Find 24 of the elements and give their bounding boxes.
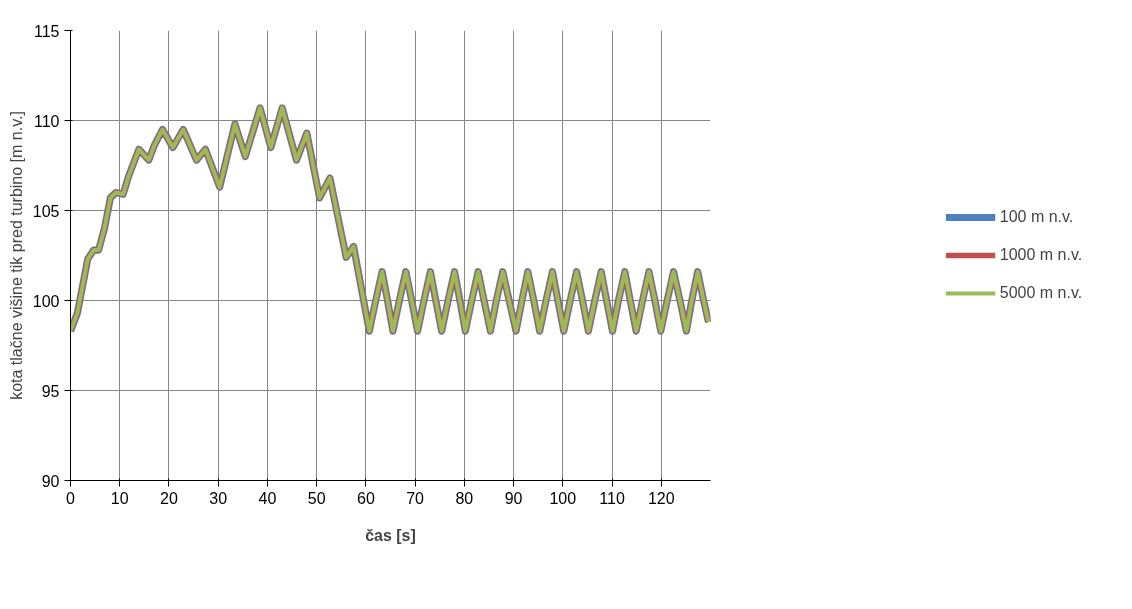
y-tick-label: 115 <box>33 22 60 40</box>
legend-label: 100 m n.v. <box>999 208 1074 226</box>
y-axis-title: kota tlačne višine tik pred turbino [m n.v.] <box>7 111 25 400</box>
x-tick-label: 100 <box>549 489 577 507</box>
y-tick-label: 95 <box>41 382 60 400</box>
x-tick-label: 70 <box>406 489 425 507</box>
x-tick-label: 120 <box>647 489 675 507</box>
x-tick-label: 20 <box>160 489 178 507</box>
x-tick-label: 60 <box>356 489 375 507</box>
x-tick-label: 40 <box>258 489 277 507</box>
x-tick-label: 50 <box>307 489 326 507</box>
y-tick-label: 90 <box>41 472 60 490</box>
x-axis-title: čas [s] <box>365 526 416 544</box>
x-tick-label: 10 <box>110 489 129 507</box>
x-tick-label: 0 <box>66 489 76 507</box>
y-tick-label: 110 <box>33 112 60 130</box>
y-tick-label: 105 <box>32 202 60 220</box>
x-tick-label: 90 <box>504 489 523 507</box>
legend-label: 5000 m n.v. <box>999 284 1083 302</box>
x-tick-label: 110 <box>599 489 625 507</box>
legend-label: 1000 m n.v. <box>999 246 1083 264</box>
y-tick-label: 100 <box>32 292 60 310</box>
x-tick-label: 80 <box>455 489 474 507</box>
x-tick-label: 30 <box>209 489 228 507</box>
